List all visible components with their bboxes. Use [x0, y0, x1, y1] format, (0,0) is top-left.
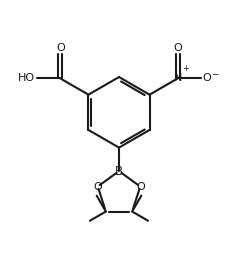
Text: HO: HO — [18, 73, 35, 83]
Text: O: O — [173, 42, 182, 53]
Text: N: N — [174, 73, 182, 83]
Text: O: O — [136, 182, 145, 192]
Text: B: B — [115, 165, 123, 178]
Text: +: + — [182, 64, 189, 73]
Text: −: − — [211, 69, 218, 78]
Text: O: O — [56, 42, 65, 53]
Text: O: O — [93, 182, 102, 192]
Text: O: O — [202, 73, 211, 83]
